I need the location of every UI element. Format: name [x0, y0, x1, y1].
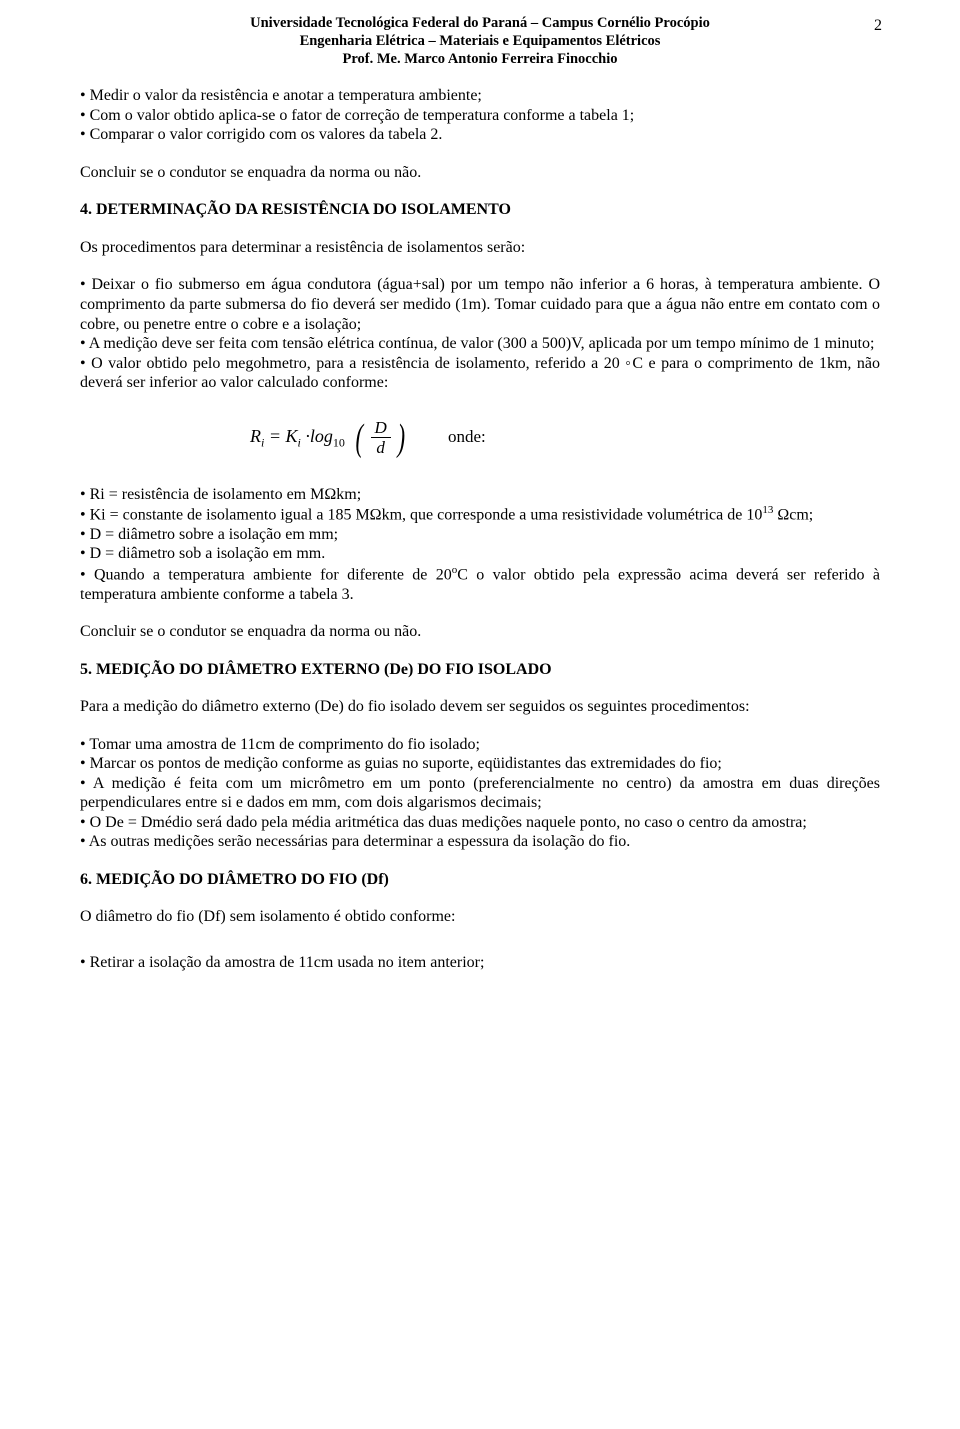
formula-k-label: K — [286, 426, 298, 446]
paren-right-icon: ) — [398, 419, 406, 457]
document-page: 2 Universidade Tecnológica Federal do Pa… — [0, 0, 960, 1429]
section-6-intro: O diâmetro do fio (Df) sem isolamento é … — [80, 907, 880, 927]
page-header: 2 Universidade Tecnológica Federal do Pa… — [80, 14, 880, 68]
section-4-title: 4. DETERMINAÇÃO DA RESISTÊNCIA DO ISOLAM… — [80, 200, 880, 220]
formula-eq: = — [264, 426, 285, 446]
formula-expression: Ri = Ki ·log10 ( D d ) — [250, 419, 412, 457]
sec5-bullet-3: • A medição é feita com um micrômetro em… — [80, 774, 880, 813]
section-4-intro: Os procedimentos para determinar a resis… — [80, 238, 880, 258]
intro-bullet-1: • Medir o valor da resistência e anotar … — [80, 86, 880, 106]
document-body: • Medir o valor da resistência e anotar … — [80, 86, 880, 972]
sec4-bullet-3: • O valor obtido pelo megohmetro, para a… — [80, 354, 880, 393]
formula-ri-label: R — [250, 426, 261, 446]
intro-bullet-2: • Com o valor obtido aplica-se o fator d… — [80, 106, 880, 126]
pf-b2-part-b: Ωcm; — [773, 506, 813, 523]
pf-bullet-1: • Ri = resistência de isolamento em MΩkm… — [80, 485, 880, 505]
header-line-2: Engenharia Elétrica – Materiais e Equipa… — [80, 32, 880, 50]
header-line-3: Prof. Me. Marco Antonio Ferreira Finocch… — [80, 50, 880, 68]
section-5-title: 5. MEDIÇÃO DO DIÂMETRO EXTERNO (De) DO F… — [80, 660, 880, 680]
sec6-bullet-1: • Retirar a isolação da amostra de 11cm … — [80, 953, 880, 973]
pf-b2-sup: 13 — [762, 504, 773, 516]
pf-bullet-5: • Quando a temperatura ambiente for dife… — [80, 564, 880, 604]
pf-bullet-2: • Ki = constante de isolamento igual a 1… — [80, 504, 880, 525]
formula-frac-den: d — [371, 438, 391, 456]
sec5-bullet-5: • As outras medições serão necessárias p… — [80, 832, 880, 852]
header-line-1: Universidade Tecnológica Federal do Para… — [80, 14, 880, 32]
sec4-bullet-2: • A medição deve ser feita com tensão el… — [80, 334, 880, 354]
concluir-2: Concluir se o condutor se enquadra da no… — [80, 622, 880, 642]
pf-bullet-3: • D = diâmetro sobre a isolação em mm; — [80, 525, 880, 545]
pf-bullet-4: • D = diâmetro sob a isolação em mm. — [80, 544, 880, 564]
formula-log-sub: 10 — [333, 435, 345, 449]
formula-onde: onde: — [448, 427, 486, 448]
intro-bullet-3: • Comparar o valor corrigido com os valo… — [80, 125, 880, 145]
section-5-intro: Para a medição do diâmetro externo (De) … — [80, 697, 880, 717]
sec4-bullet-1: • Deixar o fio submerso em água condutor… — [80, 275, 880, 334]
formula-logpart: ·log — [301, 426, 333, 446]
sec5-bullet-4: • O De = Dmédio será dado pela média ari… — [80, 813, 880, 833]
formula-frac-num: D — [371, 419, 391, 438]
section-6-title: 6. MEDIÇÃO DO DIÂMETRO DO FIO (Df) — [80, 870, 880, 890]
pf-b5-part-a: • Quando a temperatura ambiente for dife… — [80, 566, 452, 583]
formula-block: Ri = Ki ·log10 ( D d ) onde: — [80, 419, 880, 457]
pf-b2-part-a: • Ki = constante de isolamento igual a 1… — [80, 506, 762, 523]
page-number: 2 — [874, 16, 882, 36]
formula-fraction: ( D d ) — [353, 419, 408, 457]
sec5-bullet-1: • Tomar uma amostra de 11cm de comprimen… — [80, 735, 880, 755]
paren-left-icon: ( — [356, 419, 364, 457]
sec5-bullet-2: • Marcar os pontos de medição conforme a… — [80, 754, 880, 774]
concluir-1: Concluir se o condutor se enquadra da no… — [80, 163, 880, 183]
